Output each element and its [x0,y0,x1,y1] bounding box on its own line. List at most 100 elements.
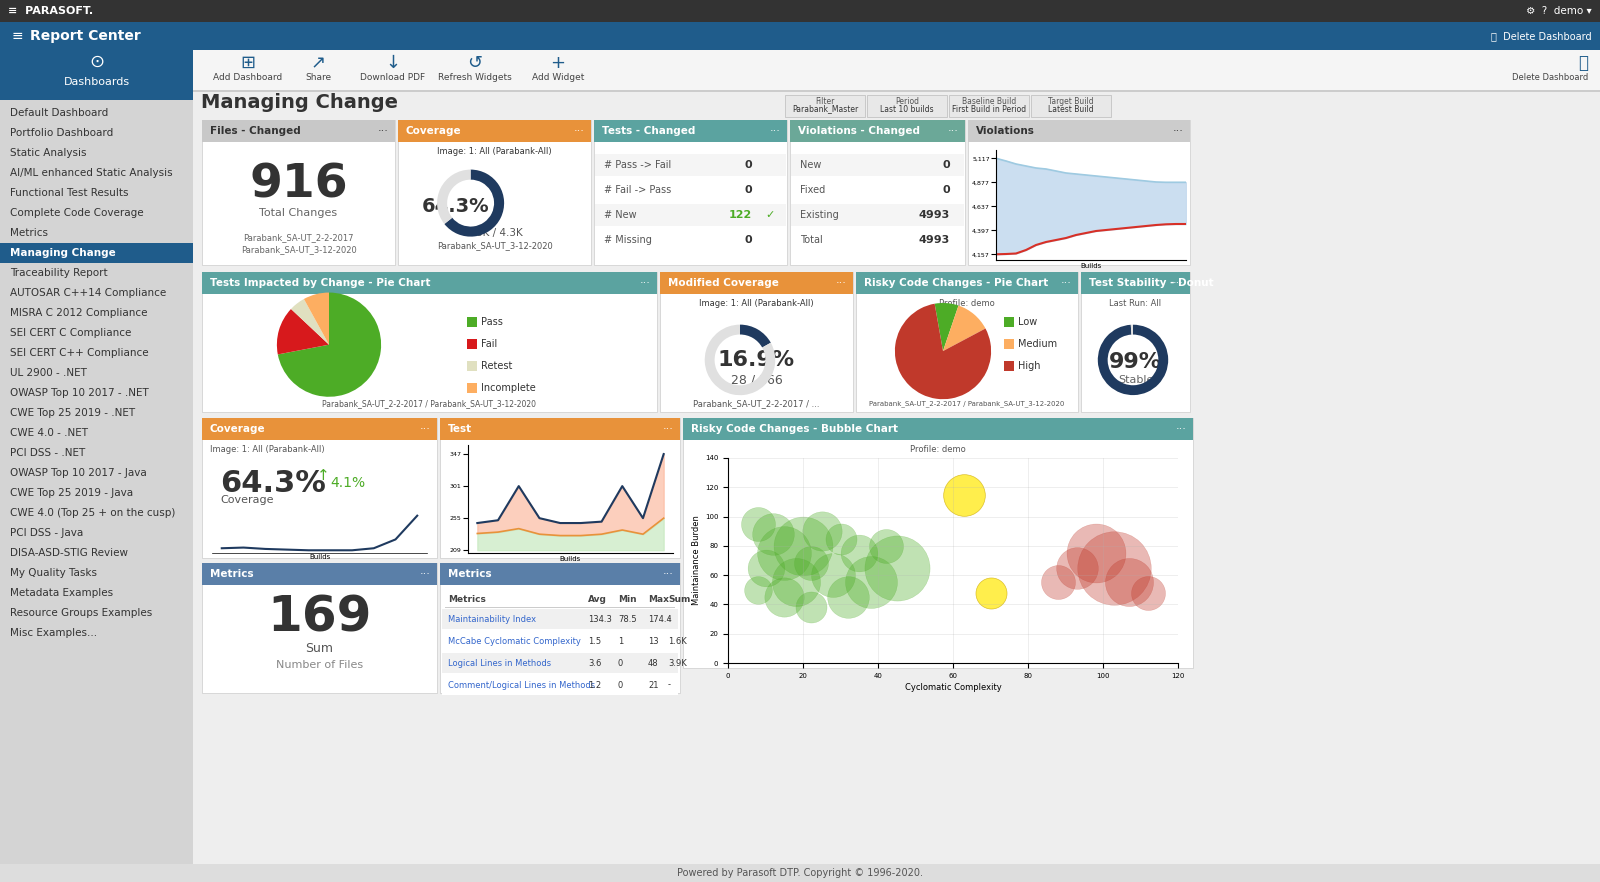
Point [810,524,835,538]
X-axis label: Builds: Builds [309,555,330,560]
Text: 🗑  Delete Dashboard: 🗑 Delete Dashboard [1491,31,1592,41]
Text: 0: 0 [618,659,624,668]
Text: 0: 0 [744,235,752,245]
Text: OWASP Top 10 2017 - Java: OWASP Top 10 2017 - Java [10,468,147,478]
Text: Pass: Pass [482,317,502,327]
Bar [949,95,1029,117]
Bar [467,383,477,393]
Text: My Quality Tasks: My Quality Tasks [10,568,98,578]
Bar [398,120,590,142]
Text: Low: Low [1018,317,1037,327]
Wedge shape [277,309,330,355]
Text: 174.4: 174.4 [648,615,672,624]
Text: UL 2900 - .NET: UL 2900 - .NET [10,368,86,378]
Wedge shape [942,305,986,351]
Text: ⚙  ?  demo ▾: ⚙ ? demo ▾ [1526,6,1592,16]
Point [858,575,883,589]
Bar [467,361,477,371]
Text: 3.6: 3.6 [589,659,602,668]
Bar [790,120,965,265]
Point [790,539,816,553]
Text: # Pass -> Fail: # Pass -> Fail [605,160,672,170]
Text: Latest Build: Latest Build [1048,104,1094,114]
Text: ···: ··· [378,126,389,136]
Text: # New: # New [605,210,637,220]
Text: 916: 916 [250,162,347,207]
Text: ⊙: ⊙ [90,53,104,71]
Text: Sum: Sum [306,641,333,654]
Text: DISA-ASD-STIG Review: DISA-ASD-STIG Review [10,548,128,558]
Bar [1005,339,1014,349]
Text: # Fail -> Pass: # Fail -> Pass [605,185,672,195]
Bar [440,563,680,585]
Text: Retest: Retest [482,361,512,371]
Bar [595,204,786,226]
Text: Number of Files: Number of Files [275,660,363,670]
Bar [202,120,395,265]
Wedge shape [437,169,470,224]
Text: 78.5: 78.5 [618,615,637,624]
Text: Refresh Widgets: Refresh Widgets [438,73,512,83]
Text: Tests - Changed: Tests - Changed [602,126,696,136]
Wedge shape [934,303,958,351]
Wedge shape [291,299,330,345]
Text: ···: ··· [770,126,781,136]
Text: Coverage: Coverage [210,424,266,434]
Text: Resource Groups Examples: Resource Groups Examples [10,608,152,618]
Text: SEI CERT C Compliance: SEI CERT C Compliance [10,328,131,338]
Wedge shape [894,303,990,400]
Bar [202,563,437,693]
Text: ···: ··· [949,126,958,136]
Text: Risky Code Changes - Bubble Chart: Risky Code Changes - Bubble Chart [691,424,898,434]
Text: ···: ··· [1173,278,1184,288]
Bar [1005,317,1014,327]
Bar [202,563,437,585]
Text: Report Center: Report Center [30,29,141,43]
Bar [790,204,963,226]
Text: Fail: Fail [482,339,498,349]
Bar [968,120,1190,142]
Text: ⊞: ⊞ [240,54,256,72]
Text: 1.5: 1.5 [589,637,602,646]
Text: CWE 4.0 - .NET: CWE 4.0 - .NET [10,428,88,438]
Text: Incomplete: Incomplete [482,383,536,393]
Bar [194,50,1600,92]
Bar [440,418,680,558]
Text: PCI DSS - .NET: PCI DSS - .NET [10,448,85,458]
Text: Total Changes: Total Changes [259,208,338,218]
Bar [440,563,680,693]
Point [760,527,786,542]
Text: Managing Change: Managing Change [10,248,115,258]
Text: Coverage: Coverage [221,495,274,505]
Bar [0,0,1600,22]
Text: -: - [669,681,670,690]
Bar [442,653,678,673]
Text: McCabe Cyclomatic Complexity: McCabe Cyclomatic Complexity [448,637,581,646]
Text: 4993: 4993 [918,235,950,245]
Bar [440,418,680,440]
Text: Misc Examples...: Misc Examples... [10,628,98,638]
Text: Coverage: Coverage [406,126,462,136]
Text: Image: 1: All (Parabank-All): Image: 1: All (Parabank-All) [210,445,325,454]
Text: ···: ··· [837,278,846,288]
Text: AUTOSAR C++14 Compliance: AUTOSAR C++14 Compliance [10,288,166,298]
Point [798,557,824,571]
Text: ···: ··· [640,278,651,288]
Text: Parabank_SA-UT_2-2-2017 / Parabank_SA-UT_3-12-2020: Parabank_SA-UT_2-2-2017 / Parabank_SA-UT… [323,400,536,408]
Text: ↗: ↗ [310,54,325,72]
Text: 0: 0 [744,185,752,195]
Bar [1005,361,1014,371]
Text: Parabank_SA-UT_2-2-2017 / Parabank_SA-UT_3-12-2020: Parabank_SA-UT_2-2-2017 / Parabank_SA-UT… [869,400,1064,407]
Wedge shape [1131,325,1133,334]
Text: Parabank_SA-UT_2-2-2017 / ...: Parabank_SA-UT_2-2-2017 / ... [693,400,819,408]
Bar [683,418,1194,668]
Text: -: - [669,615,670,624]
Text: Logical Lines in Methods: Logical Lines in Methods [448,659,550,668]
Text: MISRA C 2012 Compliance: MISRA C 2012 Compliance [10,308,147,318]
Point [746,517,771,531]
Text: SEI CERT C++ Compliance: SEI CERT C++ Compliance [10,348,149,358]
Text: Parabank_SA-UT_3-12-2020: Parabank_SA-UT_3-12-2020 [437,242,552,250]
Text: ···: ··· [421,424,430,434]
Text: ···: ··· [662,569,674,579]
Text: ≡: ≡ [13,29,24,43]
